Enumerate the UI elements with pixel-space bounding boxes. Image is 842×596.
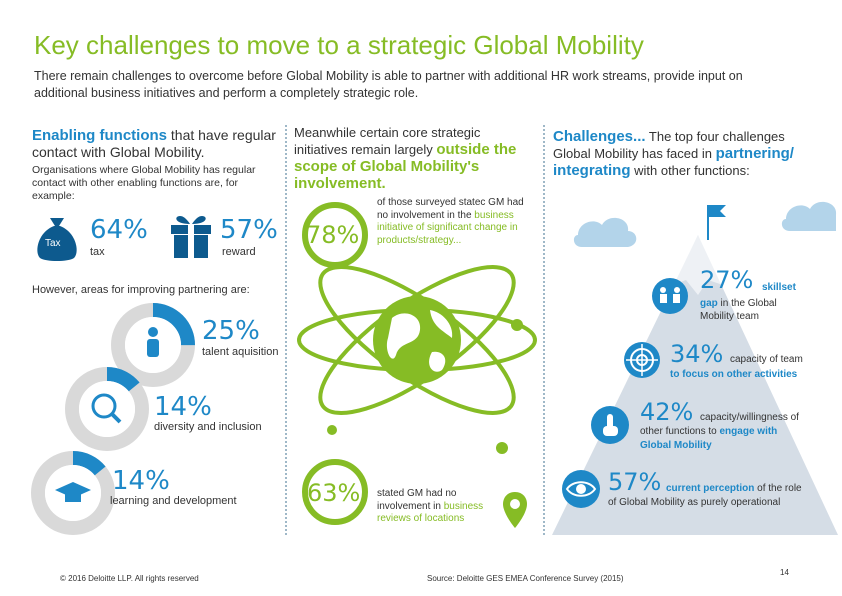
gift-icon bbox=[171, 216, 211, 258]
footer-copyright: © 2016 Deloitte LLP. All rights reserved bbox=[60, 574, 199, 583]
middle-stat2-text-pre: stated GM had no involvement in bbox=[377, 488, 457, 512]
tax-pct: 64% bbox=[90, 215, 148, 245]
diversity-label: diversity and inclusion bbox=[154, 421, 262, 433]
reward-pct: 57% bbox=[220, 215, 278, 245]
eye-icon bbox=[562, 470, 600, 508]
c3-text-rest: capacity/willingness of other functions … bbox=[640, 412, 799, 437]
pointer-hand-icon bbox=[591, 406, 629, 444]
c1-text-blue: gap bbox=[700, 298, 718, 309]
location-pin-icon bbox=[503, 492, 527, 528]
middle-stat1-text-pre: of those surveyed statec GM had no invol… bbox=[377, 197, 524, 221]
tax-icon-text: Tax bbox=[45, 238, 61, 249]
diversity-pct: 14% bbox=[154, 392, 212, 422]
challenges-heading-end: with other functions: bbox=[630, 163, 750, 178]
c2-text-blue: to focus on other activities bbox=[670, 369, 798, 380]
mountain-graphic bbox=[552, 201, 838, 535]
middle-stat1-pct: 78% bbox=[306, 221, 360, 249]
c1-text: gap in the Global Mobility team bbox=[700, 298, 800, 323]
c1-text-rest: in the Global Mobility team bbox=[700, 298, 777, 322]
c4-pct: 57% bbox=[608, 468, 662, 496]
middle-stat2-pct: 63% bbox=[307, 479, 361, 507]
areas-heading: However, areas for improving partnering … bbox=[32, 284, 250, 296]
enabling-sub: Organisations where Global Mobility has … bbox=[32, 164, 256, 202]
c4-text-rest: of the role of Global Mobility as purely… bbox=[608, 483, 802, 508]
c2-pct: 34% bbox=[670, 340, 724, 368]
learning-donut bbox=[31, 451, 115, 535]
intro-text: There remain challenges to overcome befo… bbox=[34, 69, 743, 100]
c2-text-rest: capacity of team bbox=[730, 354, 803, 365]
middle-stat1-text: of those surveyed statec GM had no invol… bbox=[377, 197, 535, 247]
challenges-heading-blue2: partnering/ integrating bbox=[553, 145, 794, 179]
page-number: 14 bbox=[780, 568, 789, 577]
talent-label: talent aquisition bbox=[202, 346, 279, 358]
c1-bold: skillset bbox=[762, 282, 796, 293]
tax-label: tax bbox=[90, 246, 105, 258]
challenges-heading-blue1: Challenges... bbox=[553, 128, 646, 145]
enabling-heading-bold: Enabling functions bbox=[32, 127, 167, 144]
talent-donut bbox=[111, 303, 195, 387]
c4-text: current perception of the role of Global… bbox=[608, 482, 808, 510]
divider-left bbox=[285, 125, 287, 535]
divider-right bbox=[543, 125, 545, 535]
middle-stat2-text-green: business reviews of locations bbox=[377, 500, 484, 525]
middle-heading: Meanwhile certain core strategic initiat… bbox=[294, 124, 534, 192]
learning-pct: 14% bbox=[112, 466, 170, 496]
c3-text-blue: engage with Global Mobility bbox=[640, 426, 778, 451]
globe-orbit-graphic bbox=[297, 202, 537, 525]
middle-heading-pre: Meanwhile certain core strategic initiat… bbox=[294, 125, 481, 157]
target-icon bbox=[624, 342, 660, 378]
page-title: Key challenges to move to a strategic Gl… bbox=[34, 30, 644, 60]
middle-stat2-text: stated GM had no involvement in business… bbox=[377, 488, 497, 526]
enabling-heading-rest: that have regular contact with Global Mo… bbox=[32, 127, 276, 160]
diversity-donut bbox=[65, 367, 149, 451]
challenges-heading: Challenges... The top four challenges Gl… bbox=[553, 128, 803, 179]
talent-pct: 25% bbox=[202, 316, 260, 346]
middle-stat1-text-green: business initiative of significant chang… bbox=[377, 209, 518, 246]
enabling-heading: Enabling functions that have regular con… bbox=[32, 127, 277, 161]
middle-heading-green: outside the scope of Global Mobility's i… bbox=[294, 141, 517, 192]
footer-source: Source: Deloitte GES EMEA Conference Sur… bbox=[427, 574, 624, 583]
team-gap-icon bbox=[652, 278, 688, 314]
challenges-heading-rest: The top four challenges Global Mobility … bbox=[553, 129, 785, 161]
money-bag-icon bbox=[37, 218, 77, 261]
c3-pct: 42% bbox=[640, 398, 694, 426]
reward-label: reward bbox=[222, 246, 256, 258]
learning-label: learning and development bbox=[110, 495, 237, 507]
c3-text: capacity/willingness of other functions … bbox=[640, 411, 800, 453]
c1-pct: 27% bbox=[700, 266, 754, 294]
c4-text-blue: current perception bbox=[666, 483, 755, 494]
